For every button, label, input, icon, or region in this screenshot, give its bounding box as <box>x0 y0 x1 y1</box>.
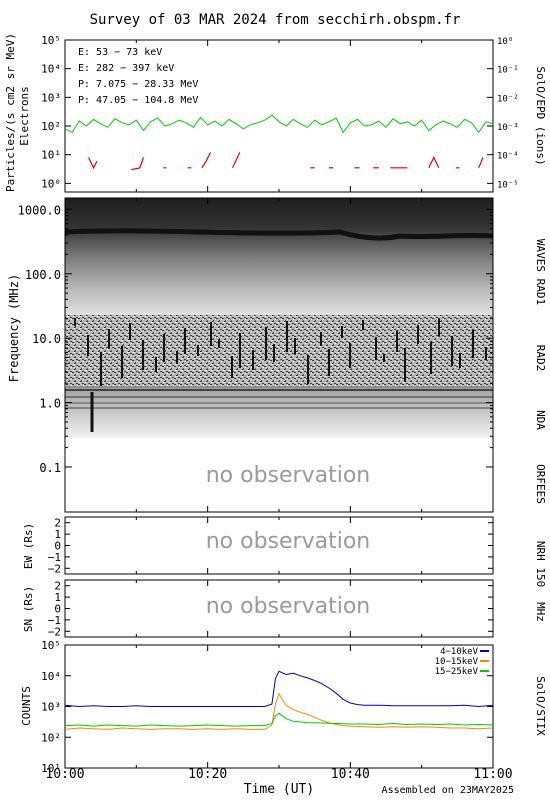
stix-legend-2: 10−15keV <box>435 657 479 667</box>
stix-panel: 10¹ 10² 10³ 10⁴ 10⁵ 4−10keV 10−15keV 15−25ke… <box>20 639 547 775</box>
stix-ylabel: COUNTS <box>20 686 33 726</box>
stix-series <box>64 670 494 730</box>
nrh-ytick-label: −2 <box>48 625 61 638</box>
epd-ytick-label-right: 10⁻³ <box>497 123 519 133</box>
radio-ytick-label: 10.0 <box>32 332 61 346</box>
label-nrh-150: NRH 150 <box>534 541 547 587</box>
stix-series-line <box>64 712 494 727</box>
epd-ytick-label: 10⁵ <box>41 34 61 47</box>
assembled-footer: Assembled on 23MAY2025 <box>382 785 514 796</box>
epd-red-segment <box>131 157 145 171</box>
nrh-ew-panel: 210−1−2 no observation EW (Rs) NRH 150 <box>22 516 547 587</box>
epd-ytick-label-right: 10⁰ <box>497 37 513 47</box>
rad2-spectrogram <box>65 315 493 387</box>
x-tick-label: 10:20 <box>188 767 227 782</box>
orfees-no-observation: no observation <box>206 463 371 488</box>
x-tick-label: 11:00 <box>473 767 512 782</box>
rad1-spectrogram <box>65 198 493 315</box>
stix-legend-1: 4−10keV <box>440 647 479 657</box>
ew-ticks: 210−1−2 <box>48 517 494 575</box>
stix-ticks: 10¹ 10² 10³ 10⁴ 10⁵ <box>41 639 494 775</box>
radio-ytick-label: 0.1 <box>39 461 61 475</box>
epd-ylabel: Particles/(s cm2 sr MeV) <box>4 33 17 192</box>
epd-ytick-label-right: 10⁻² <box>497 94 519 104</box>
x-axis-tick-labels: 10:00 10:20 10:40 11:00 <box>45 767 512 782</box>
epd-ytick-label-right: 10⁻⁴ <box>497 152 519 162</box>
ew-no-observation: no observation <box>206 529 371 554</box>
ew-ylabel: EW (Rs) <box>22 523 35 569</box>
epd-ytick-label: 10³ <box>41 91 61 104</box>
radio-ytick-label: 100.0 <box>25 268 61 282</box>
nrh-sn-panel: 210−1−2 no observation SN (Rs) MHz <box>22 579 547 638</box>
nrh-ytick-label: 2 <box>54 580 61 593</box>
radio-ytick-label: 1000.0 <box>18 203 61 217</box>
sn-ylabel: SN (Rs) <box>22 586 35 632</box>
epd-ytick-label: 10² <box>41 120 61 133</box>
epd-ylabel-electrons: Electrons <box>18 86 31 146</box>
epd-red-segment <box>201 152 212 169</box>
epd-red-segment <box>232 152 241 169</box>
stix-ytick-label: 10⁴ <box>41 670 61 683</box>
label-waves-rad1: WAVES RAD1 <box>534 239 547 305</box>
stix-series-line <box>64 670 494 708</box>
label-orfees: ORFEES <box>534 464 547 504</box>
epd-red-segment <box>87 157 98 170</box>
stix-legend-3: 15−25keV <box>435 667 479 677</box>
radio-ticks: 0.1 1.0 10.0 100.0 1000.0 <box>18 198 494 512</box>
epd-ytick-label: 10⁰ <box>41 177 61 190</box>
stix-ytick-label: 10⁵ <box>41 639 61 652</box>
x-tick-label: 10:00 <box>45 767 84 782</box>
nrh-ytick-label: 0 <box>54 540 61 553</box>
nrh-ytick-label: −1 <box>48 614 61 627</box>
stix-instrument-label: SolO/STIX <box>534 676 547 736</box>
epd-panel: 10⁰ 10⁻⁵ 10¹ 10⁻⁴ 10² 10⁻³ 10³ 10⁻² 10⁴ 10⁻¹ 10⁵ 10… <box>4 33 547 193</box>
x-tick-label: 10:40 <box>331 767 370 782</box>
epd-legend-2: E: 282 − 397 keV <box>78 63 174 74</box>
nrh-ytick-label: −2 <box>48 562 61 575</box>
epd-instrument-label: SolO/EPD (ions) <box>534 66 547 165</box>
epd-ytick-label-right: 10⁻⁵ <box>497 180 519 190</box>
epd-legend-1: E: 53 − 73 keV <box>78 47 162 58</box>
epd-ytick-label: 10⁴ <box>41 63 61 76</box>
sn-no-observation: no observation <box>206 594 371 619</box>
stix-ytick-label: 10¹ <box>41 762 61 775</box>
nrh-ytick-label: 2 <box>54 517 61 530</box>
nrh-ytick-label: 0 <box>54 603 61 616</box>
epd-red-segment <box>478 157 484 169</box>
nrh-ytick-label: 1 <box>54 528 61 541</box>
epd-ytick-label-right: 10⁻¹ <box>497 66 519 76</box>
stix-ytick-label: 10² <box>41 731 61 744</box>
nrh-ytick-label: 1 <box>54 591 61 604</box>
radio-panel: 0.1 1.0 10.0 100.0 1000.0 no observation Fre… <box>7 197 547 513</box>
label-mhz: MHz <box>534 602 547 622</box>
chart-title: Survey of 03 MAR 2024 from secchirh.obsp… <box>90 12 461 28</box>
epd-series-line <box>64 114 494 134</box>
epd-ticks: 10⁰ 10⁻⁵ 10¹ 10⁻⁴ 10² 10⁻³ 10³ 10⁻² 10⁴ 10⁻¹ 10⁵ 10… <box>41 34 519 192</box>
epd-series <box>64 114 494 171</box>
stix-ytick-label: 10³ <box>41 701 61 714</box>
epd-ytick-label: 10¹ <box>41 149 61 162</box>
radio-ylabel: Frequency (MHz) <box>7 274 21 382</box>
label-nda: NDA <box>534 410 547 430</box>
sn-ticks: 210−1−2 <box>48 580 494 638</box>
epd-red-segment <box>428 156 440 169</box>
nrh-ytick-label: −1 <box>48 551 61 564</box>
stix-series-line <box>64 692 494 730</box>
radio-ytick-label: 1.0 <box>39 397 61 411</box>
epd-legend-3: P: 7.075 − 28.33 MeV <box>78 79 198 90</box>
x-axis-label: Time (UT) <box>244 782 314 797</box>
epd-legend-4: P: 47.05 − 104.8 MeV <box>78 95 198 106</box>
rad1-dark-band <box>64 228 494 241</box>
label-rad2: RAD2 <box>534 345 547 372</box>
rad2-bursts <box>74 318 487 386</box>
nda-lines <box>65 389 493 432</box>
nda-spectrogram <box>65 387 493 438</box>
